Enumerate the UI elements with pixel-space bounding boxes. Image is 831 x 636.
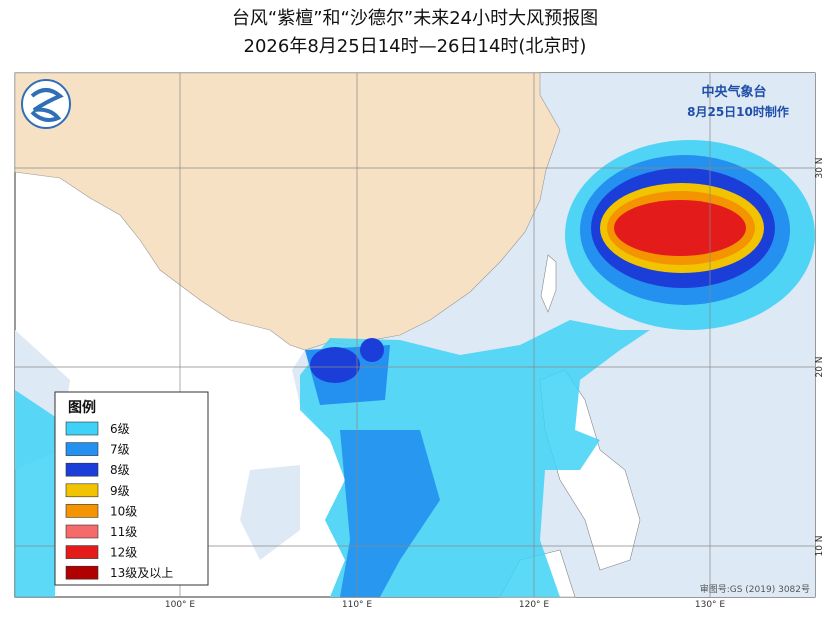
legend-swatch xyxy=(65,442,99,456)
issued-time: 8月25日10时制作 xyxy=(687,104,789,119)
wind-zones xyxy=(15,140,815,597)
wind-zone xyxy=(614,200,746,256)
approval-number: 审图号:GS (2019) 3082号 xyxy=(700,583,810,595)
agency-name: 中央气象台 xyxy=(701,84,766,100)
subtitle: 2026年8月25日14时—26日14时(北京时) xyxy=(244,36,587,57)
legend-swatch xyxy=(65,545,99,559)
legend-label: 7级 xyxy=(110,443,130,457)
legend-label: 6级 xyxy=(110,422,130,436)
legend-swatch xyxy=(65,462,99,477)
wind-zone xyxy=(340,430,440,597)
longitude-label: 130° E xyxy=(695,600,726,610)
wind-zone xyxy=(15,390,60,597)
latitude-label: 10 N xyxy=(815,535,825,556)
latitude-label: 30 N xyxy=(815,157,825,178)
legend-label: 10级 xyxy=(110,504,137,518)
legend-swatch xyxy=(65,483,99,498)
longitude-label: 120° E xyxy=(519,600,550,610)
legend-swatch xyxy=(65,565,99,580)
wind-zone xyxy=(310,347,360,383)
longitude-label: 110° E xyxy=(342,600,373,610)
latitude-label: 20 N xyxy=(815,356,825,377)
wind-zone xyxy=(360,338,384,362)
legend-label: 13级及以上 xyxy=(110,566,173,580)
legend-swatch xyxy=(65,421,99,436)
legend-label: 11级 xyxy=(110,525,137,539)
legend-label: 8级 xyxy=(110,463,130,477)
legend-swatch xyxy=(65,504,99,518)
title: 台风“紫檀”和“沙德尔”未来24小时大风预报图 xyxy=(232,8,598,29)
logo xyxy=(21,79,71,129)
legend-title: 图例 xyxy=(68,399,96,416)
longitude-label: 100° E xyxy=(165,600,196,610)
legend-label: 12级 xyxy=(110,546,137,560)
legend-swatch xyxy=(65,524,99,539)
legend-label: 9级 xyxy=(110,484,130,498)
